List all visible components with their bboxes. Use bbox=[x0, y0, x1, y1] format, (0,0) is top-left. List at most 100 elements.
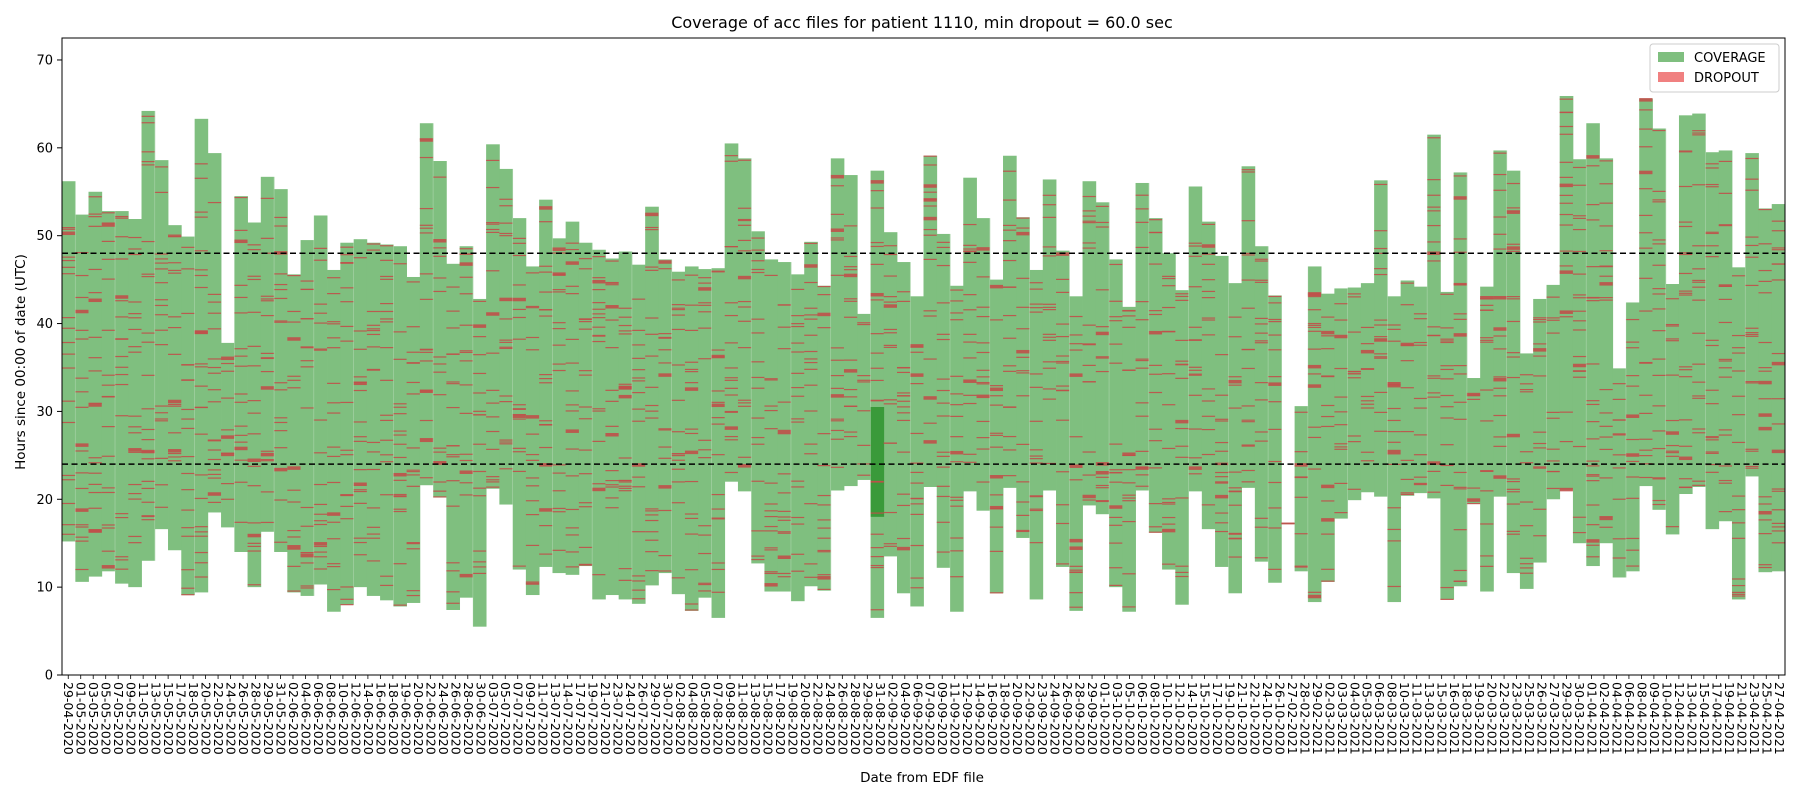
dropout-mark bbox=[1533, 348, 1547, 352]
dropout-mark bbox=[512, 254, 526, 257]
dropout-mark bbox=[75, 526, 89, 528]
dropout-mark bbox=[181, 535, 195, 537]
dropout-mark bbox=[1254, 323, 1269, 325]
dropout-mark bbox=[1599, 275, 1613, 277]
x-tick-label: 21-04-2021 bbox=[1734, 682, 1749, 755]
dropout-mark bbox=[896, 406, 911, 408]
dropout-mark bbox=[1201, 319, 1216, 321]
dropout-mark bbox=[631, 476, 646, 478]
dropout-mark bbox=[101, 491, 116, 494]
dropout-mark bbox=[1413, 341, 1428, 344]
dropout-mark bbox=[486, 430, 500, 433]
dropout-mark bbox=[1321, 568, 1335, 570]
dropout-mark bbox=[1228, 532, 1242, 535]
dropout-mark bbox=[1639, 463, 1653, 465]
dropout-mark bbox=[1175, 339, 1189, 341]
dropout-mark bbox=[366, 468, 381, 471]
dropout-mark bbox=[1148, 231, 1163, 234]
dropout-mark bbox=[1056, 291, 1070, 293]
coverage-bar bbox=[1082, 181, 1097, 506]
dropout-mark bbox=[380, 379, 394, 381]
dropout-mark bbox=[181, 489, 195, 491]
dropout-mark bbox=[936, 389, 950, 392]
dropout-mark bbox=[777, 326, 791, 328]
dropout-mark bbox=[1175, 445, 1189, 447]
dropout-mark bbox=[883, 545, 897, 547]
x-tick-label: 28-06-2020 bbox=[461, 682, 476, 755]
dropout-mark bbox=[260, 460, 275, 462]
dropout-mark bbox=[1400, 430, 1414, 433]
dropout-mark bbox=[62, 227, 76, 229]
dropout-mark bbox=[804, 410, 818, 412]
dropout-mark bbox=[1652, 330, 1666, 332]
dropout-mark bbox=[1745, 382, 1759, 384]
x-tick-label: 09-05-2020 bbox=[124, 682, 139, 755]
dropout-mark bbox=[141, 487, 155, 490]
dropout-mark bbox=[1374, 252, 1388, 254]
dropout-mark bbox=[1692, 381, 1706, 383]
dropout-mark bbox=[1519, 451, 1534, 453]
coverage-bar bbox=[552, 238, 567, 574]
dropout-mark bbox=[181, 455, 195, 458]
dropout-mark bbox=[804, 264, 818, 268]
dropout-mark bbox=[419, 224, 434, 226]
dropout-mark bbox=[1082, 195, 1096, 198]
dropout-mark bbox=[512, 284, 526, 286]
x-tick-label: 28-08-2020 bbox=[848, 682, 863, 755]
dropout-mark bbox=[1241, 348, 1255, 351]
dropout-mark bbox=[671, 304, 685, 306]
dropout-mark bbox=[234, 425, 248, 427]
dropout-mark bbox=[499, 297, 513, 302]
dropout-mark bbox=[419, 438, 434, 443]
dropout-mark bbox=[1003, 229, 1017, 231]
x-tick-label: 05-05-2020 bbox=[99, 682, 114, 755]
dropout-mark bbox=[552, 511, 566, 513]
dropout-mark bbox=[631, 408, 646, 410]
x-tick-label: 08-03-2021 bbox=[1385, 682, 1400, 755]
x-tick-label: 14-06-2020 bbox=[361, 682, 376, 755]
dropout-mark bbox=[1188, 428, 1202, 430]
dropout-mark bbox=[684, 480, 699, 483]
dropout-mark bbox=[1387, 382, 1401, 386]
dropout-mark bbox=[1745, 189, 1759, 191]
x-tick-label: 25-03-2021 bbox=[1522, 682, 1537, 755]
dropout-mark bbox=[711, 591, 725, 593]
dropout-mark bbox=[645, 226, 659, 229]
dropout-mark bbox=[1427, 377, 1441, 379]
dropout-mark bbox=[446, 383, 460, 385]
dropout-mark bbox=[1480, 470, 1494, 472]
dropout-mark bbox=[141, 164, 155, 166]
dropout-mark bbox=[1374, 273, 1388, 276]
dropout-mark bbox=[366, 537, 381, 539]
dropout-mark bbox=[1480, 420, 1494, 422]
dropout-mark bbox=[1400, 459, 1414, 461]
dropout-mark bbox=[300, 562, 314, 564]
dropout-mark bbox=[1453, 251, 1467, 253]
dropout-mark bbox=[88, 529, 102, 533]
coverage-bar bbox=[737, 158, 752, 492]
dropout-mark bbox=[393, 263, 407, 265]
dropout-mark bbox=[592, 279, 606, 284]
dropout-mark bbox=[128, 448, 142, 452]
dropout-mark bbox=[353, 257, 367, 259]
dropout-mark bbox=[1082, 242, 1096, 244]
dropout-mark bbox=[181, 379, 195, 381]
dropout-mark bbox=[1453, 196, 1467, 200]
dropout-mark bbox=[817, 327, 831, 329]
dropout-mark bbox=[194, 250, 208, 252]
dropout-mark bbox=[221, 452, 235, 454]
dropout-mark bbox=[724, 471, 738, 474]
dropout-mark bbox=[1188, 245, 1202, 247]
dropout-mark bbox=[539, 271, 553, 273]
dropout-mark bbox=[327, 412, 341, 414]
dropout-mark bbox=[592, 308, 606, 310]
dropout-mark bbox=[1665, 374, 1679, 376]
dropout-mark bbox=[115, 415, 129, 417]
dropout-mark bbox=[1533, 466, 1547, 468]
dropout-mark bbox=[1493, 376, 1507, 378]
dropout-mark bbox=[870, 379, 884, 382]
dropout-mark bbox=[1188, 366, 1202, 368]
dropout-mark bbox=[446, 602, 460, 604]
dropout-mark bbox=[247, 522, 261, 524]
dropout-mark bbox=[1480, 565, 1494, 567]
